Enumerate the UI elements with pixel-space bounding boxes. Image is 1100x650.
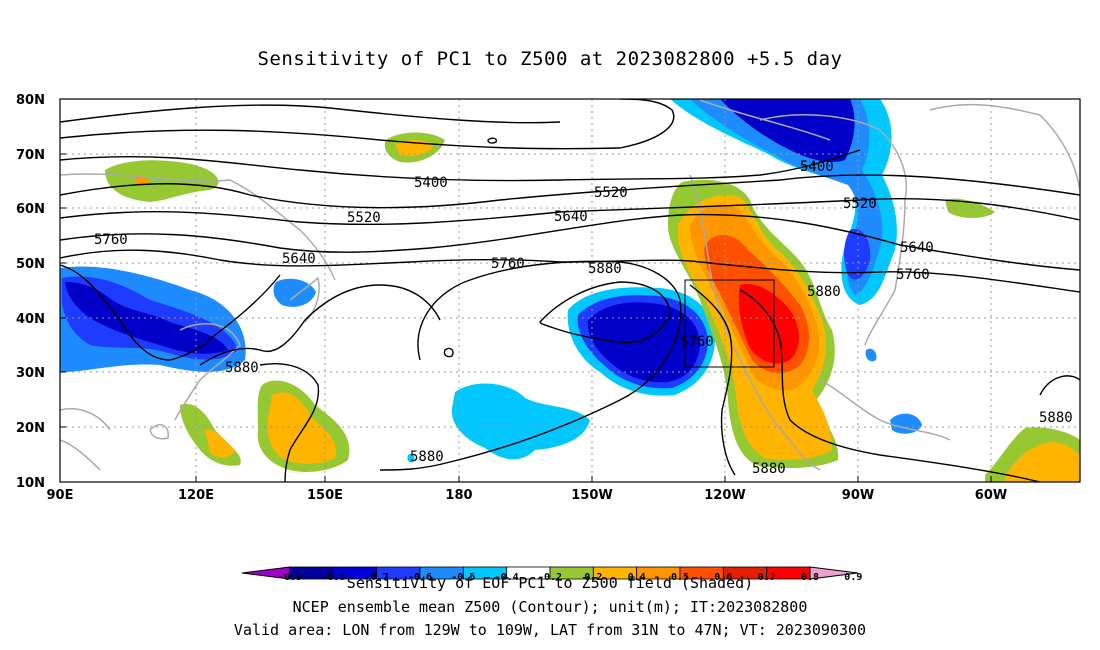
shade-epac-darkblue xyxy=(587,302,700,383)
colorbar-tick-label: 0.9 xyxy=(844,572,862,583)
lat-label: 10N xyxy=(16,476,45,491)
lat-labels: 80N 70N 60N 50N 40N 30N 20N 10N xyxy=(16,93,45,491)
colorbar-tick-label: -0.6 xyxy=(408,572,432,583)
lat-label: 50N xyxy=(16,257,45,272)
shade-carib-cyan xyxy=(890,413,922,434)
lon-label: 90W xyxy=(842,488,874,503)
shade-wpac-orange2 xyxy=(205,429,235,458)
contour-label: 5760 xyxy=(491,256,525,272)
shade-atl-orange xyxy=(1005,442,1080,482)
colorbar-max-arrow xyxy=(809,566,859,580)
contour-label: 5520 xyxy=(347,210,381,226)
colorbar: -0.9 -0.8 -0.7 -0.6 -0.5 -0.4 -0.2 0.2 0.4 0.5 0.6… xyxy=(241,566,862,583)
shade-na-red xyxy=(738,283,799,364)
lat-label: 80N xyxy=(16,93,45,108)
lat-label: 60N xyxy=(16,202,45,217)
colorbar-tick-label: -0.2 xyxy=(538,572,562,583)
contour-label: 5880 xyxy=(1039,410,1073,426)
colorbar-tick-label: 0.5 xyxy=(671,572,689,583)
shade-greenland-darkblue2 xyxy=(844,229,871,280)
colorbar-tick-label: 0.2 xyxy=(584,572,602,583)
contour-label: 5880 xyxy=(410,449,444,465)
lon-label: 150W xyxy=(571,488,612,503)
contour-label: 5400 xyxy=(800,159,834,175)
lon-label: 120W xyxy=(704,488,745,503)
colorbar-caption: Sensitivity of EOF PC1 to Z500 field (Sh… xyxy=(347,574,753,592)
contour-label: 5640 xyxy=(282,251,316,267)
contour-label: 5880 xyxy=(807,284,841,300)
colorbar-tick-label: 0.4 xyxy=(628,572,646,583)
contour-label: 5760 xyxy=(94,232,128,248)
contour-label: 5880 xyxy=(752,461,786,477)
grid xyxy=(60,99,1080,482)
lon-label: 150E xyxy=(307,488,343,503)
z500-contours xyxy=(60,99,1080,482)
shade-wpac-orange xyxy=(267,392,336,464)
shaded-field xyxy=(60,99,1080,482)
footer-line-2: Valid area: LON from 129W to 109W, LAT f… xyxy=(233,621,867,639)
tick-marks xyxy=(60,98,992,482)
shade-asia-core xyxy=(65,282,228,354)
coastlines xyxy=(60,99,1080,471)
map-frame xyxy=(59,98,1081,483)
contour-label: 5640 xyxy=(900,240,934,256)
colorbar-tick-label: -0.9 xyxy=(278,572,302,583)
lon-label: 90E xyxy=(47,488,74,503)
contour-label: 5640 xyxy=(554,209,588,225)
shade-cpac-cyan xyxy=(451,383,590,460)
contour-label: 5760 xyxy=(896,267,930,283)
lon-label: 180 xyxy=(445,488,472,503)
shade-lab-green xyxy=(945,198,995,218)
contour-label: 5760 xyxy=(680,334,714,350)
colorbar-tick-label: -0.8 xyxy=(321,572,345,583)
contour-label: 5400 xyxy=(414,175,448,191)
colorbar-tick-label: 0.6 xyxy=(714,572,732,583)
contour-label: 5520 xyxy=(843,196,877,212)
colorbar-tick-label: -0.4 xyxy=(495,572,519,583)
shade-cpac-cyan-small xyxy=(407,453,415,463)
lon-labels: 90E 120E 150E 180 150W 120W 90W 60W xyxy=(47,488,1008,503)
footer-line-1: NCEP ensemble mean Z500 (Contour); unit(… xyxy=(292,598,808,616)
lon-label: 60W xyxy=(975,488,1007,503)
colorbar-tick-label: -0.7 xyxy=(365,572,389,583)
contour-label: 5880 xyxy=(588,261,622,277)
shade-mex-blue xyxy=(865,348,877,362)
lat-label: 70N xyxy=(16,148,45,163)
lat-label: 30N xyxy=(16,366,45,381)
contour-labels: 5400 5520 5640 5760 5880 5400 5520 5640 … xyxy=(94,159,1073,477)
plot-title: Sensitivity of PC1 to Z500 at 2023082800… xyxy=(257,48,843,70)
shade-siberia-green xyxy=(105,160,219,202)
colorbar-tick-label: 0.8 xyxy=(801,572,819,583)
colorbar-tick-label: 0.7 xyxy=(758,572,776,583)
colorbar-caption-wrap: Sensitivity of EOF PC1 to Z500 field (Sh… xyxy=(347,574,753,592)
contour-label: 5880 xyxy=(225,360,259,376)
shade-japan-cyan xyxy=(273,278,316,307)
lat-label: 40N xyxy=(16,312,45,327)
contour-label: 5520 xyxy=(594,185,628,201)
colorbar-tick-label: -0.5 xyxy=(451,572,475,583)
lon-label: 120E xyxy=(178,488,214,503)
lat-label: 20N xyxy=(16,421,45,436)
